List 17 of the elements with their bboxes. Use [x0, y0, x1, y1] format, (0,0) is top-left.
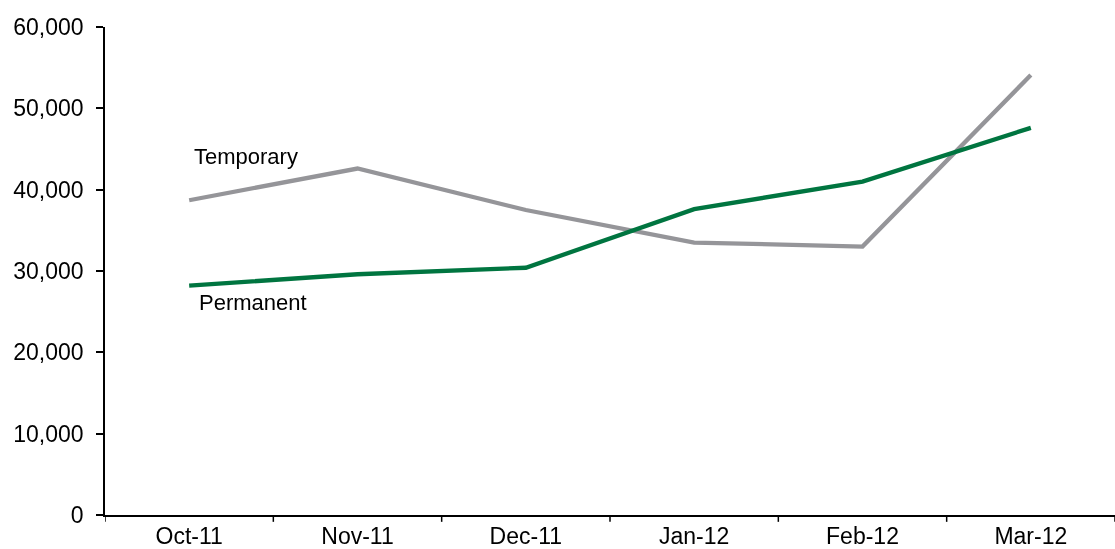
series-label: Temporary — [194, 144, 298, 169]
x-tick-label: Nov-11 — [321, 523, 394, 549]
series-label: Permanent — [199, 290, 307, 315]
line-series — [187, 72, 1033, 249]
y-tick-label: 40,000 — [13, 176, 84, 203]
x-tick-label: Oct-11 — [155, 523, 223, 549]
y-tick-label: 30,000 — [13, 258, 84, 285]
x-tick-label: Mar-12 — [994, 523, 1068, 549]
x-tick-label: Jan-12 — [659, 523, 730, 549]
y-tick-label: 0 — [70, 502, 84, 529]
y-tick-label: 60,000 — [13, 14, 84, 41]
y-tick-label: 20,000 — [13, 339, 84, 366]
line-series — [187, 125, 1033, 288]
x-tick-label: Dec-11 — [489, 523, 563, 549]
y-tick-label: 50,000 — [13, 95, 84, 122]
y-tick-label: 10,000 — [13, 420, 84, 447]
x-tick-label: Feb-12 — [826, 523, 899, 549]
